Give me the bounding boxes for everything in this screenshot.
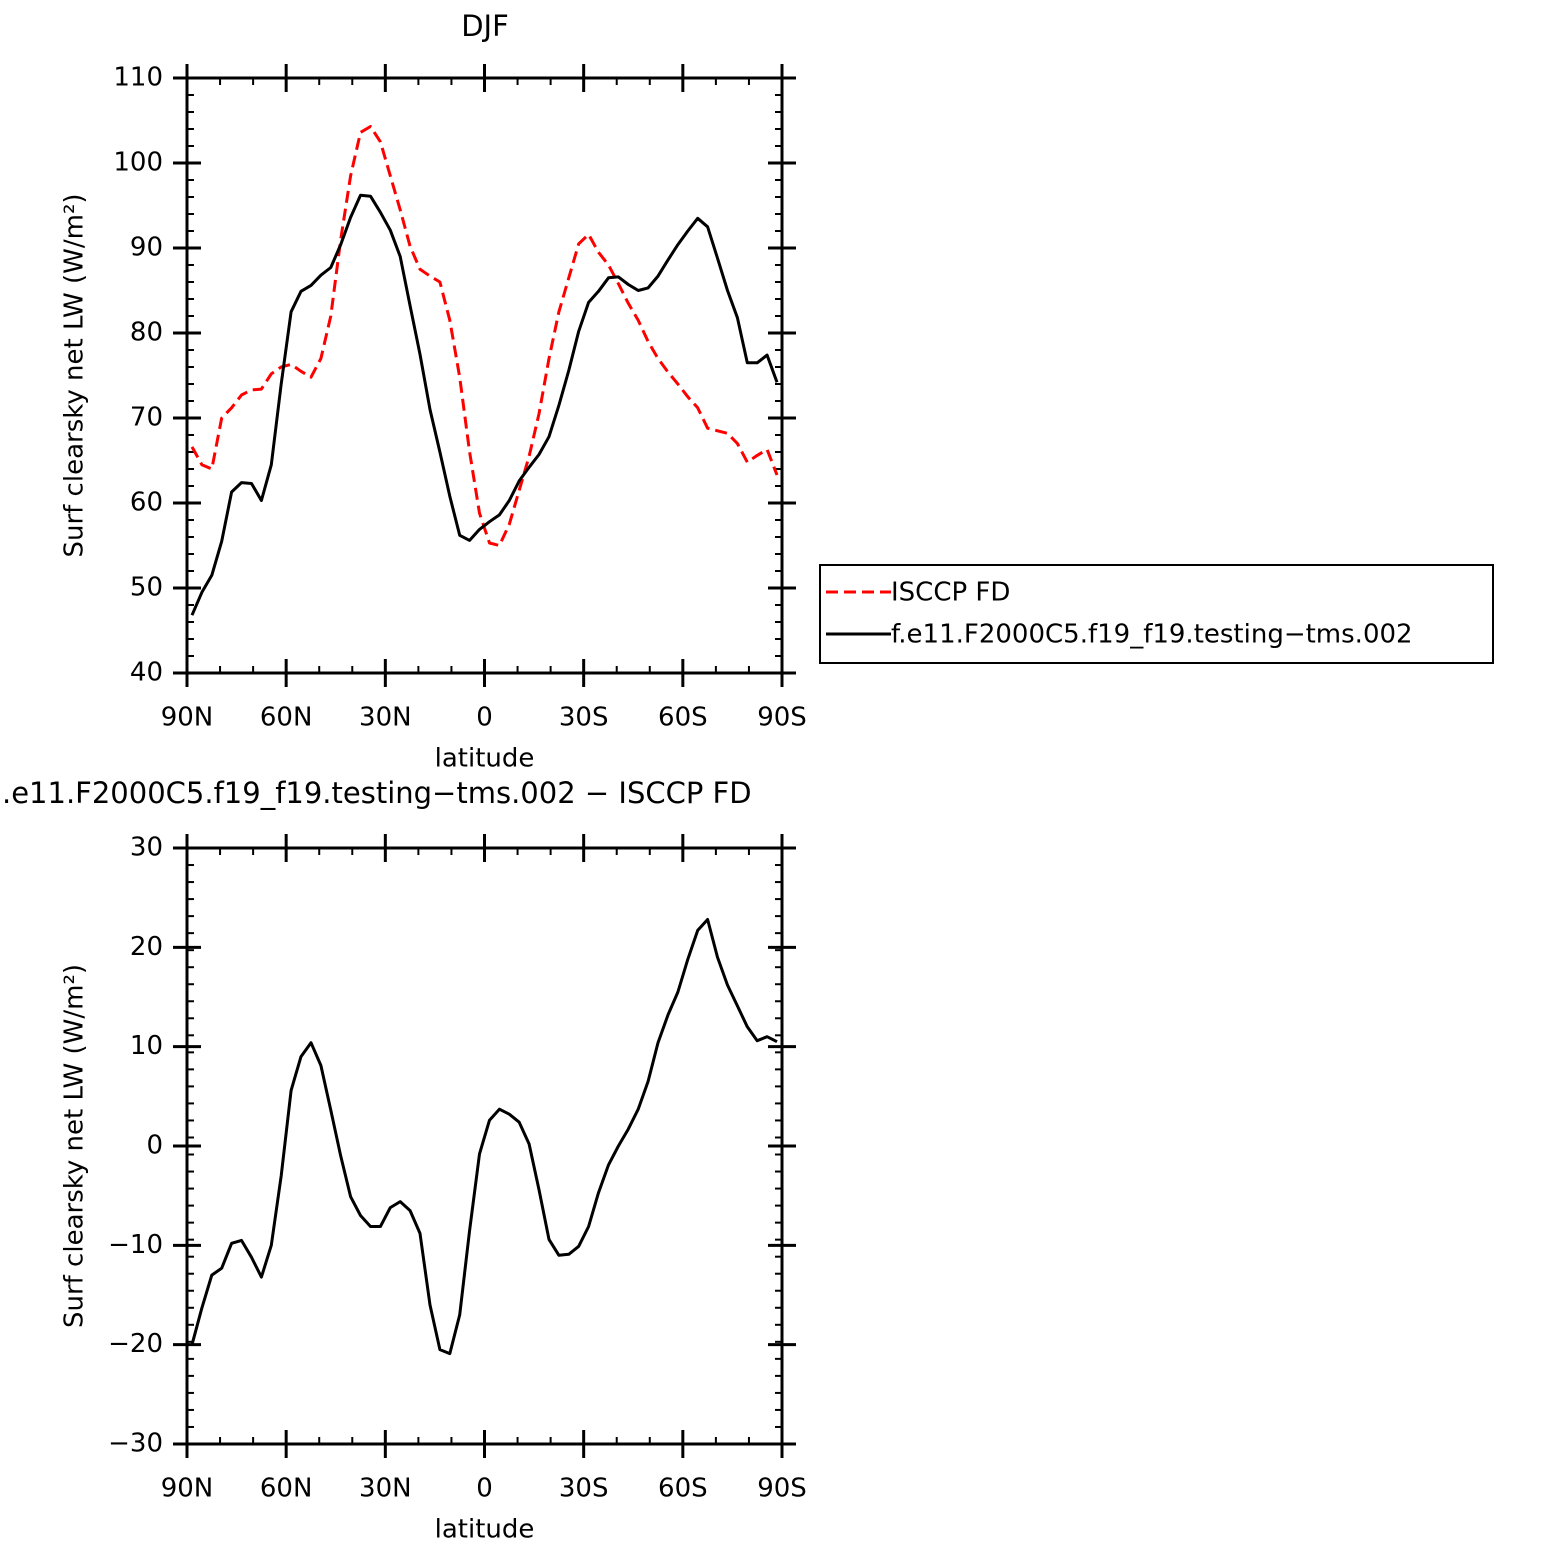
x-tick-label: 0 [476, 1474, 493, 1504]
x-tick-label: 60N [260, 1474, 313, 1504]
y-tick-label: 10 [130, 1031, 163, 1061]
plot-frame [185, 846, 784, 1446]
data-line [190, 918, 778, 1356]
y-tick-label: 90 [130, 233, 163, 263]
chart-title: DJF [461, 9, 509, 43]
y-axis-label: Surf clearsky net LW (W/m²) [60, 964, 90, 1328]
y-tick-label: 70 [130, 403, 163, 433]
x-tick-label: 90S [757, 1474, 807, 1504]
x-tick-label: 30S [559, 1474, 609, 1504]
x-tick-label: 30S [559, 703, 609, 733]
x-tick-label: 90N [161, 703, 214, 733]
x-tick-label: 60S [658, 1474, 708, 1504]
data-line [190, 125, 779, 547]
x-tick-label: 90S [757, 703, 807, 733]
x-tick-label: 30N [359, 1474, 412, 1504]
legend-label: ISCCP FD [891, 578, 1010, 608]
y-tick-label: −20 [108, 1329, 163, 1359]
y-tick-label: 60 [130, 488, 163, 518]
y-tick-label: 20 [130, 932, 163, 962]
legend-label: f.e11.F2000C5.f19_f19.testing−tms.002 [891, 620, 1413, 650]
x-tick-label: 60S [658, 703, 708, 733]
y-tick-label: 0 [146, 1131, 163, 1161]
chart-title: .e11.F2000C5.f19_f19.testing−tms.002 − I… [2, 776, 752, 810]
y-tick-label: 80 [130, 318, 163, 348]
y-tick-label: 50 [130, 573, 163, 603]
x-tick-label: 60N [260, 703, 313, 733]
y-tick-label: 110 [113, 63, 163, 93]
data-line [190, 193, 779, 616]
y-tick-label: 40 [130, 658, 163, 688]
y-axis-label: Surf clearsky net LW (W/m²) [60, 193, 90, 557]
x-tick-label: 0 [476, 703, 493, 733]
x-axis-label: latitude [435, 744, 535, 774]
x-axis-label: latitude [435, 1515, 535, 1545]
y-tick-label: 30 [130, 833, 163, 863]
x-tick-label: 30N [359, 703, 412, 733]
legend-box [819, 564, 1494, 664]
y-tick-label: −30 [108, 1429, 163, 1459]
plot-frame [185, 76, 784, 675]
y-tick-label: 100 [113, 148, 163, 178]
y-tick-label: −10 [108, 1230, 163, 1260]
x-tick-label: 90N [161, 1474, 214, 1504]
